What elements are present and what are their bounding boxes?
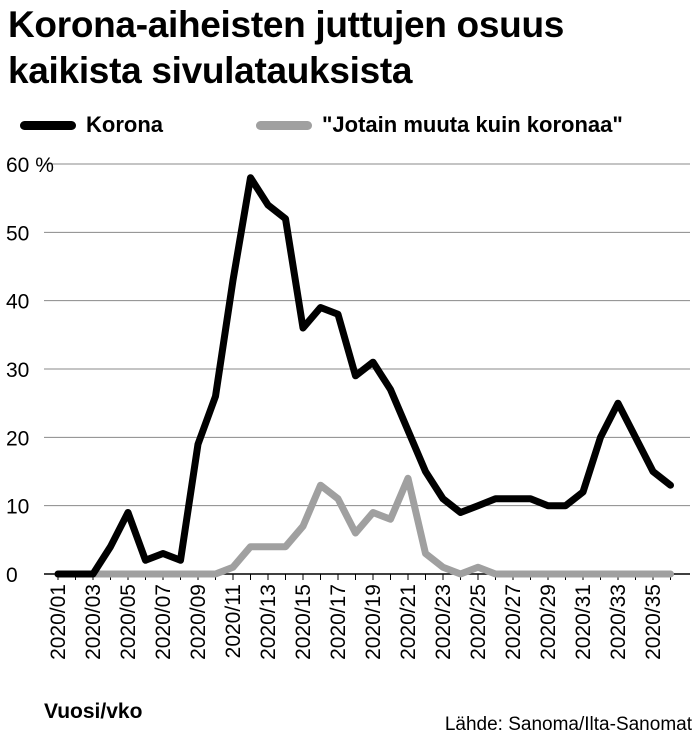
x-tick-label: 2020/03 bbox=[82, 584, 105, 660]
x-tick-label: 2020/07 bbox=[152, 584, 175, 660]
legend-label-muuta: "Jotain muuta kuin koronaa" bbox=[322, 112, 623, 137]
y-tick-60: 60 % bbox=[6, 154, 54, 177]
x-tick-label: 2020/35 bbox=[642, 584, 665, 660]
x-tick-label: 2020/31 bbox=[572, 584, 595, 660]
series-line-korona bbox=[54, 174, 674, 578]
x-tick-label: 2020/13 bbox=[257, 584, 280, 660]
x-tick-label: 2020/21 bbox=[397, 584, 420, 660]
legend-label-korona: Korona bbox=[86, 112, 163, 137]
x-tick-label: 2020/05 bbox=[117, 584, 140, 660]
legend-item-muuta: "Jotain muuta kuin koronaa" bbox=[256, 112, 623, 138]
x-tick-label: 2020/19 bbox=[362, 584, 385, 660]
source-note: Lähde: Sanoma/Ilta-Sanomat bbox=[444, 714, 692, 735]
x-tick-label: 2020/15 bbox=[292, 584, 315, 660]
x-tick-label: 2020/11 bbox=[222, 584, 245, 658]
series-line-muuta bbox=[54, 474, 674, 578]
y-tick-20: 20 bbox=[6, 427, 29, 450]
x-tick-label: 2020/33 bbox=[607, 584, 630, 660]
legend: Korona "Jotain muuta kuin koronaa" bbox=[20, 112, 700, 138]
legend-item-korona: Korona bbox=[20, 112, 163, 138]
x-tick-label: 2020/29 bbox=[537, 584, 560, 660]
y-tick-50: 50 bbox=[6, 222, 29, 245]
series-lines bbox=[54, 174, 674, 578]
y-tick-40: 40 bbox=[6, 291, 29, 314]
x-tick-label: 2020/23 bbox=[432, 584, 455, 660]
x-tick-label: 2020/01 bbox=[47, 584, 70, 660]
chart-title: Korona-aiheisten juttujen osuus kaikista… bbox=[8, 4, 565, 91]
x-tick-labels: 2020/01 2020/03 2020/05 2020/07 2020/09 2020/… bbox=[47, 584, 665, 660]
legend-swatch-muuta bbox=[256, 120, 312, 130]
y-tick-0: 0 bbox=[6, 564, 18, 587]
x-tick-label: 2020/09 bbox=[187, 584, 210, 660]
x-axis-title: Vuosi/vko bbox=[44, 700, 143, 723]
x-tick-label: 2020/27 bbox=[502, 584, 525, 660]
x-tick-label: 2020/25 bbox=[467, 584, 490, 660]
x-tick-label: 2020/17 bbox=[327, 584, 350, 660]
y-tick-10: 10 bbox=[6, 496, 29, 519]
y-tick-labels: 0 10 20 30 40 50 60 % bbox=[6, 154, 54, 587]
y-tick-30: 30 bbox=[6, 359, 29, 382]
legend-swatch-korona bbox=[20, 120, 76, 130]
